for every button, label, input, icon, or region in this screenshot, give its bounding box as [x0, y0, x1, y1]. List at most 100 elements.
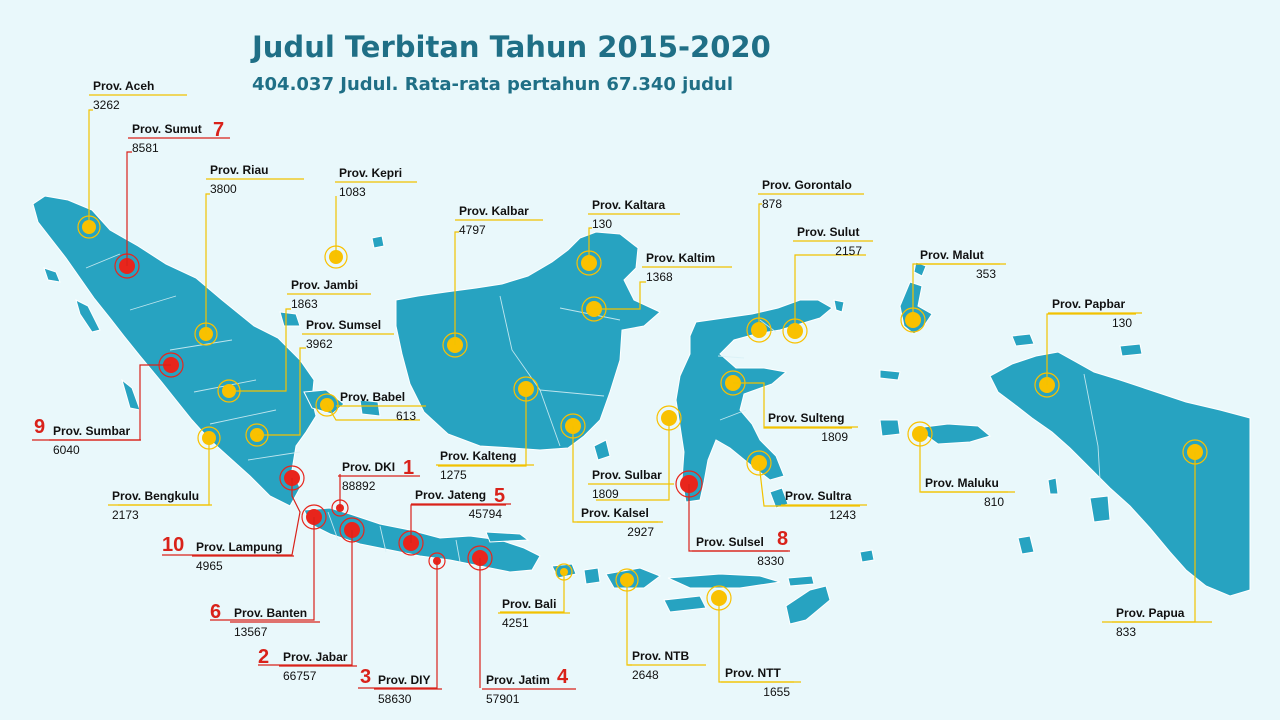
island-biak [1119, 343, 1143, 357]
island-kalimantan [395, 231, 661, 451]
label-name-prov-sumut: Prov. Sumut [132, 122, 202, 136]
label-value-prov-bali: 4251 [502, 616, 529, 630]
label-value-prov-banten: 13567 [234, 625, 268, 639]
label-name-prov-sulut: Prov. Sulut [797, 225, 859, 239]
island-sumba [663, 595, 707, 613]
leader-prov-diy [358, 561, 438, 689]
label-value-prov-jatim: 57901 [486, 692, 520, 706]
label-value-prov-ntt: 1655 [763, 685, 790, 699]
map-land [32, 195, 1251, 625]
leader-prov-sulut [794, 254, 866, 331]
label-name-prov-dki: Prov. DKI [342, 460, 395, 474]
label-name-prov-jabar: Prov. Jabar [283, 650, 348, 664]
label-value-prov-sumsel: 3962 [306, 337, 333, 351]
leader-prov-sulbar [596, 418, 670, 501]
label-name-prov-bali: Prov. Bali [502, 597, 556, 611]
label-name-prov-sulteng: Prov. Sulteng [768, 411, 844, 425]
leader-prov-sumsel [257, 347, 306, 436]
label-value-prov-papua: 833 [1116, 625, 1136, 639]
island-buru [879, 419, 901, 437]
label-value-prov-jabar: 66757 [283, 669, 317, 683]
leader-prov-aceh [88, 109, 93, 227]
island-sangihe [833, 299, 845, 313]
label-name-prov-kalsel: Prov. Kalsel [581, 506, 649, 520]
label-value-prov-sumut: 8581 [132, 141, 159, 155]
label-name-prov-maluku: Prov. Maluku [925, 476, 999, 490]
label-value-prov-ntb: 2648 [632, 668, 659, 682]
leader-prov-bali [500, 572, 565, 613]
island-alor [787, 575, 815, 587]
leader-prov-babel [326, 404, 420, 421]
label-value-prov-sulsel: 8330 [757, 554, 784, 568]
page-subtitle: 404.037 Judul. Rata-rata pertahun 67.340… [252, 74, 734, 95]
label-name-prov-lampung: Prov. Lampung [196, 540, 282, 554]
label-name-prov-jambi: Prov. Jambi [291, 278, 358, 292]
island-simeulue [43, 267, 61, 283]
label-value-prov-kepri: 1083 [339, 185, 366, 199]
label-name-prov-ntt: Prov. NTT [725, 666, 781, 680]
page-title: Judul Terbitan Tahun 2015-2020 [252, 30, 771, 64]
island-kepri [371, 235, 385, 249]
leader-prov-sumut [126, 151, 132, 266]
label-value-prov-riau: 3800 [210, 182, 237, 196]
label-name-prov-sultra: Prov. Sultra [785, 489, 852, 503]
label-value-prov-sulut: 2157 [835, 244, 862, 258]
marker-ring-prov-babel [315, 393, 339, 417]
marker-ring-prov-sultra [746, 450, 772, 476]
label-value-prov-kaltim: 1368 [646, 270, 673, 284]
label-value-prov-diy: 58630 [378, 692, 412, 706]
label-value-prov-papbar: 130 [1112, 316, 1132, 330]
label-value-prov-gorontalo: 878 [762, 197, 782, 211]
island-morotai [913, 261, 927, 277]
label-name-prov-sulsel: Prov. Sulsel [696, 535, 764, 549]
island-banda [859, 549, 875, 563]
island-flores [667, 573, 781, 589]
province-borders [85, 253, 1101, 563]
island-timor [785, 585, 831, 625]
leader-prov-papbar [1046, 313, 1136, 385]
island-lombok [583, 567, 601, 585]
label-value-prov-jateng: 45794 [469, 507, 503, 521]
label-value-prov-dki: 88892 [342, 479, 376, 493]
island-nias [75, 299, 101, 333]
label-value-prov-sumbar: 6040 [53, 443, 80, 457]
rank-prov-jateng: 5 [494, 485, 505, 507]
label-name-prov-diy: Prov. DIY [378, 673, 430, 687]
island-mentawai [121, 378, 141, 411]
rank-prov-jabar: 2 [258, 646, 269, 668]
label-name-prov-kaltara: Prov. Kaltara [592, 198, 665, 212]
island-buton [769, 487, 789, 509]
province-labels: Prov. Aceh 3262 Prov. Sumut 8581 7 Prov. Riau… [34, 79, 1185, 706]
island-tanimbar [1017, 535, 1035, 555]
rank-prov-sumbar: 9 [34, 416, 45, 438]
label-value-prov-sulteng: 1809 [821, 430, 848, 444]
leader-prov-kaltim [594, 281, 646, 310]
label-name-prov-gorontalo: Prov. Gorontalo [762, 178, 852, 192]
leader-prov-kalbar [454, 231, 459, 345]
label-value-prov-aceh: 3262 [93, 98, 120, 112]
label-leader-lines [32, 94, 1212, 690]
label-name-prov-sulbar: Prov. Sulbar [592, 468, 662, 482]
leader-prov-kaltara [588, 227, 592, 263]
leader-prov-sulteng [733, 382, 852, 429]
rank-prov-diy: 3 [360, 666, 371, 688]
label-name-prov-jatim: Prov. Jatim [486, 673, 550, 687]
island-madura [485, 531, 530, 543]
rank-prov-banten: 6 [210, 601, 221, 623]
label-name-prov-papua: Prov. Papua [1116, 606, 1185, 620]
island-belitung [359, 399, 381, 417]
island-obi [879, 369, 901, 381]
label-value-prov-maluku: 810 [984, 495, 1004, 509]
label-name-prov-malut: Prov. Malut [920, 248, 984, 262]
leader-prov-banten [210, 517, 315, 621]
label-value-prov-babel: 613 [396, 409, 416, 423]
label-value-prov-malut: 353 [976, 267, 996, 281]
island-riau [279, 311, 301, 327]
leader-prov-kalteng [438, 389, 527, 467]
label-name-prov-kaltim: Prov. Kaltim [646, 251, 715, 265]
leader-prov-jateng [410, 504, 506, 543]
rank-prov-lampung: 10 [162, 534, 184, 556]
island-papua [989, 351, 1251, 597]
label-value-prov-sultra: 1243 [829, 508, 856, 522]
